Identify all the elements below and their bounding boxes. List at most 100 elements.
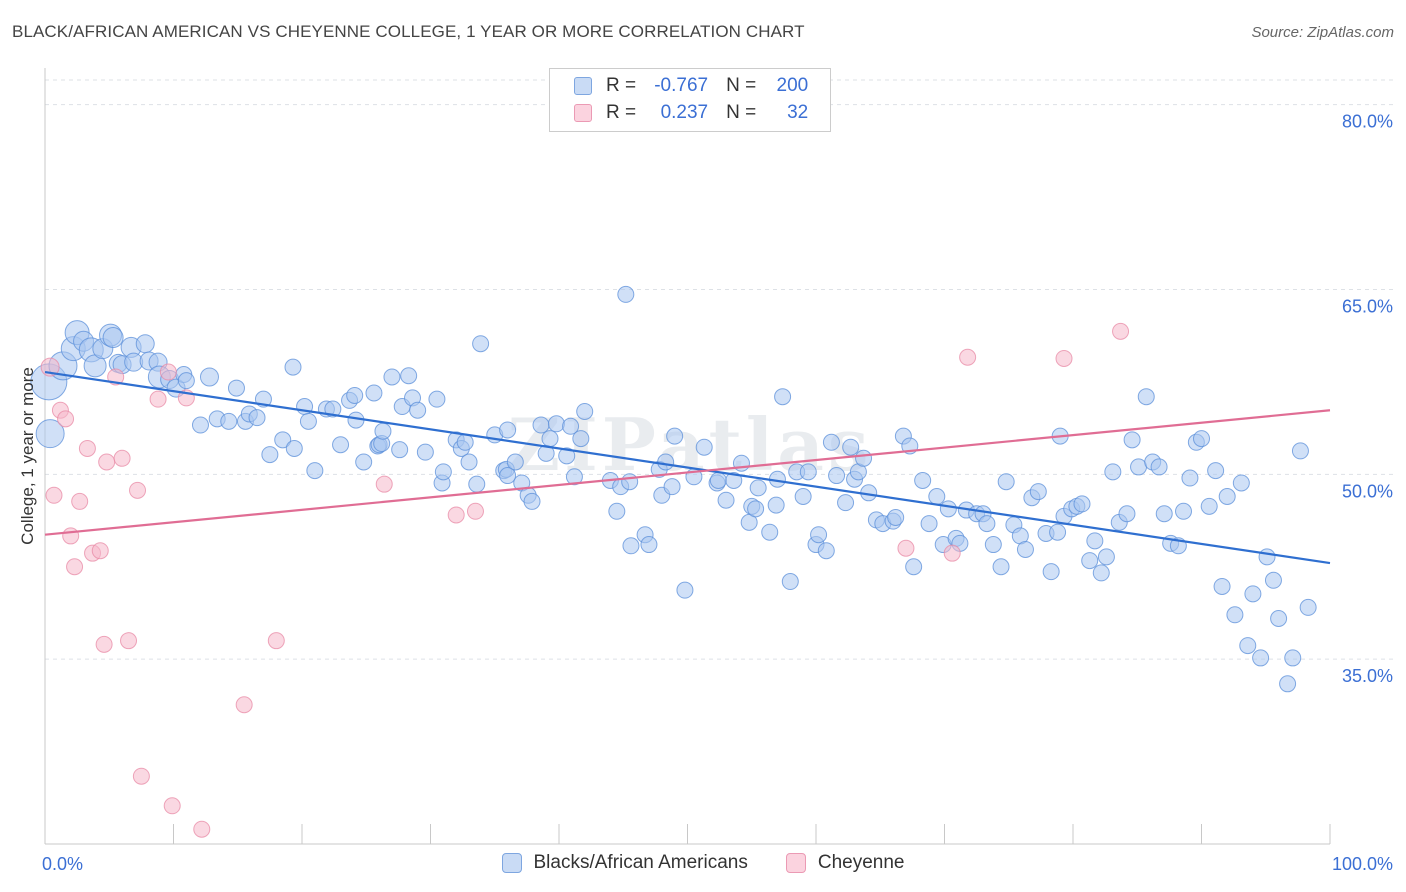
data-point	[905, 558, 923, 576]
data-point	[1244, 585, 1262, 603]
trend-line	[44, 409, 1331, 536]
data-point	[663, 478, 681, 496]
legend-item-cheyenne: Cheyenne	[785, 852, 904, 874]
data-point	[355, 453, 373, 471]
data-point	[1049, 523, 1067, 541]
data-point	[466, 502, 484, 520]
data-point	[456, 433, 474, 451]
legend-r-value: -0.767	[654, 75, 709, 96]
data-point	[35, 419, 65, 449]
y-tick-label: 80.0%	[1342, 112, 1393, 132]
data-point	[1029, 483, 1047, 501]
data-point	[285, 439, 303, 457]
data-point	[621, 473, 639, 491]
x-tick-label: 0.0%	[42, 854, 83, 874]
data-point	[822, 433, 840, 451]
data-point	[1226, 606, 1244, 624]
y-tick-label: 50.0%	[1342, 481, 1393, 501]
data-point	[191, 416, 209, 434]
data-point	[1291, 442, 1309, 460]
data-point	[1130, 458, 1148, 476]
data-point	[132, 767, 150, 785]
data-point	[332, 436, 350, 454]
data-point	[365, 384, 383, 402]
stats-legend: R = -0.767 N = 200 R = 0.237 N = 32	[549, 68, 831, 132]
x-tick-labels: 0.0% 100.0%	[42, 854, 1393, 874]
y-tick-label: 65.0%	[1342, 296, 1393, 316]
data-point	[676, 581, 694, 599]
data-point	[1104, 463, 1122, 481]
data-point	[375, 475, 393, 493]
data-point	[434, 463, 452, 481]
data-point	[274, 431, 292, 449]
data-point	[1081, 552, 1099, 570]
data-point	[1299, 598, 1317, 616]
data-point	[248, 409, 266, 427]
data-point	[1112, 322, 1130, 340]
data-point	[62, 527, 80, 545]
data-point	[914, 471, 932, 489]
data-point	[1150, 458, 1168, 476]
data-point	[1118, 505, 1136, 523]
data-point	[71, 492, 89, 510]
data-point	[1279, 675, 1297, 693]
data-point	[541, 430, 559, 448]
data-point	[725, 471, 743, 489]
legend-row-blacks: R = -0.767 N = 200	[574, 73, 808, 99]
data-point	[78, 439, 96, 457]
data-point	[572, 430, 590, 448]
data-point	[523, 492, 541, 510]
data-point	[324, 400, 342, 418]
legend-swatch-cheyenne	[785, 853, 806, 873]
data-point	[799, 463, 817, 481]
data-point	[1284, 649, 1302, 667]
data-point	[1073, 495, 1091, 513]
data-point	[261, 446, 279, 464]
data-point	[499, 467, 517, 485]
data-point	[193, 820, 211, 838]
data-point	[1155, 505, 1173, 523]
data-point	[1213, 577, 1231, 595]
data-point	[120, 632, 138, 650]
legend-n-label: N =	[726, 102, 757, 123]
data-point	[666, 427, 684, 445]
data-point	[383, 368, 401, 386]
data-point	[472, 335, 490, 353]
source-credit: Source: ZipAtlas.com	[1251, 24, 1394, 41]
data-point	[220, 412, 238, 430]
legend-row-cheyenne: R = 0.237 N = 32	[574, 100, 808, 126]
data-point	[828, 467, 846, 485]
data-point	[1092, 564, 1110, 582]
data-point	[781, 573, 799, 591]
data-point	[810, 526, 828, 544]
legend-n-label: N =	[726, 75, 757, 96]
data-point	[1137, 388, 1155, 406]
data-point	[749, 479, 767, 497]
data-point	[177, 372, 195, 390]
data-point	[284, 358, 302, 376]
data-point	[149, 390, 167, 408]
data-point	[709, 471, 727, 489]
data-point	[640, 536, 658, 554]
trend-lines	[44, 370, 1331, 565]
data-point	[102, 327, 124, 349]
data-point	[943, 544, 961, 562]
trend-line	[44, 370, 1331, 565]
data-point	[113, 449, 131, 467]
data-point	[855, 449, 873, 467]
data-point	[468, 475, 486, 493]
legend-swatch-blacks	[574, 77, 592, 95]
data-point	[1264, 571, 1282, 589]
data-point	[532, 416, 550, 434]
data-point	[608, 502, 626, 520]
series-cheyenne-points	[40, 322, 1130, 838]
data-point	[299, 412, 317, 430]
data-point	[57, 410, 75, 428]
data-point	[416, 443, 434, 461]
data-point	[163, 797, 181, 815]
data-point	[45, 486, 63, 504]
data-point	[992, 558, 1010, 576]
data-point	[1086, 532, 1104, 550]
data-point	[1252, 649, 1270, 667]
